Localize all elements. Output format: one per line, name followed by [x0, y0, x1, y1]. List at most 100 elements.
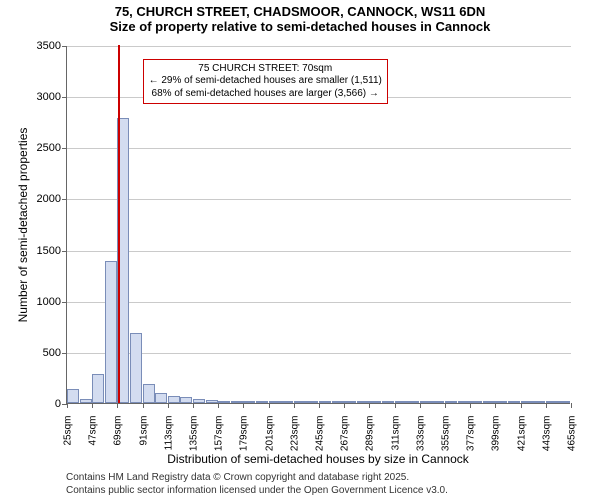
histogram-bar: [306, 401, 318, 403]
x-tick-mark: [319, 403, 320, 408]
histogram-bar: [155, 393, 167, 403]
grid-line-h: [67, 199, 571, 200]
histogram-bar: [256, 401, 268, 403]
histogram-bar: [143, 384, 155, 403]
x-tick-label: 157sqm: [212, 416, 225, 452]
y-tick-label: 1500: [37, 245, 67, 257]
histogram-bar: [483, 401, 495, 403]
x-tick-label: 201sqm: [262, 416, 275, 452]
x-tick-mark: [92, 403, 93, 408]
y-tick-label: 0: [55, 398, 67, 410]
histogram-bar: [382, 401, 394, 403]
annotation-line: 68% of semi-detached houses are larger (…: [149, 88, 382, 101]
x-tick-mark: [395, 403, 396, 408]
y-tick-label: 1000: [37, 296, 67, 308]
x-tick-mark: [269, 403, 270, 408]
histogram-bar: [168, 396, 180, 403]
histogram-bar: [92, 374, 104, 403]
x-tick-label: 377sqm: [464, 416, 477, 452]
x-tick-label: 443sqm: [539, 416, 552, 452]
histogram-bar: [105, 261, 117, 403]
y-tick-label: 500: [43, 347, 67, 359]
x-tick-mark: [143, 403, 144, 408]
x-tick-label: 135sqm: [187, 416, 200, 452]
x-tick-mark: [117, 403, 118, 408]
histogram-bar: [193, 399, 205, 403]
histogram-bar: [458, 401, 470, 403]
x-tick-label: 245sqm: [313, 416, 326, 452]
title-line-1: 75, CHURCH STREET, CHADSMOOR, CANNOCK, W…: [0, 4, 600, 19]
y-tick-label: 2500: [37, 142, 67, 154]
grid-line-h: [67, 302, 571, 303]
histogram-bar: [407, 401, 419, 403]
x-tick-mark: [369, 403, 370, 408]
x-tick-mark: [546, 403, 547, 408]
chart-container: 75, CHURCH STREET, CHADSMOOR, CANNOCK, W…: [0, 0, 600, 500]
x-tick-mark: [168, 403, 169, 408]
title-line-2: Size of property relative to semi-detach…: [0, 19, 600, 34]
histogram-bar: [243, 401, 255, 403]
x-tick-mark: [445, 403, 446, 408]
x-tick-label: 465sqm: [565, 416, 578, 452]
histogram-bar: [344, 401, 356, 403]
annotation-line: 75 CHURCH STREET: 70sqm: [149, 63, 382, 76]
y-tick-label: 3500: [37, 40, 67, 52]
credit-line-1: Contains HM Land Registry data © Crown c…: [66, 472, 448, 485]
x-tick-label: 91sqm: [136, 416, 149, 446]
x-tick-label: 267sqm: [338, 416, 351, 452]
histogram-bar: [432, 401, 444, 403]
histogram-bar: [294, 401, 306, 403]
histogram-bar: [495, 401, 507, 403]
histogram-bar: [80, 399, 92, 403]
histogram-bar: [180, 397, 192, 403]
annotation-line: ← 29% of semi-detached houses are smalle…: [149, 75, 382, 88]
x-tick-label: 421sqm: [514, 416, 527, 452]
histogram-bar: [546, 401, 558, 403]
y-tick-label: 3000: [37, 91, 67, 103]
histogram-bar: [395, 401, 407, 403]
x-tick-label: 113sqm: [161, 416, 174, 451]
histogram-bar: [533, 401, 545, 403]
x-tick-label: 311sqm: [388, 416, 401, 451]
x-tick-label: 355sqm: [439, 416, 452, 452]
y-tick-label: 2000: [37, 193, 67, 205]
histogram-bar: [369, 401, 381, 403]
histogram-bar: [67, 389, 79, 403]
y-axis-label: Number of semi-detached properties: [16, 128, 30, 323]
histogram-bar: [130, 333, 142, 403]
credit-line-2: Contains public sector information licen…: [66, 485, 448, 498]
x-tick-mark: [420, 403, 421, 408]
x-tick-mark: [344, 403, 345, 408]
histogram-bar: [319, 401, 331, 403]
histogram-bar: [508, 401, 520, 403]
grid-line-h: [67, 148, 571, 149]
x-tick-mark: [218, 403, 219, 408]
x-tick-label: 289sqm: [363, 416, 376, 452]
histogram-bar: [558, 401, 570, 403]
grid-line-h: [67, 353, 571, 354]
x-tick-label: 333sqm: [413, 416, 426, 452]
title-block: 75, CHURCH STREET, CHADSMOOR, CANNOCK, W…: [0, 4, 600, 34]
x-tick-label: 179sqm: [237, 416, 250, 452]
x-axis-label: Distribution of semi-detached houses by …: [66, 452, 570, 466]
histogram-bar: [332, 401, 344, 403]
histogram-bar: [357, 401, 369, 403]
histogram-bar: [281, 401, 293, 403]
grid-line-h: [67, 46, 571, 47]
x-tick-mark: [521, 403, 522, 408]
histogram-bar: [206, 400, 218, 403]
x-tick-label: 69sqm: [111, 416, 124, 446]
x-tick-mark: [470, 403, 471, 408]
histogram-bar: [231, 401, 243, 403]
x-tick-label: 25sqm: [61, 416, 74, 446]
x-tick-mark: [294, 403, 295, 408]
histogram-bar: [470, 401, 482, 403]
x-tick-label: 223sqm: [287, 416, 300, 452]
histogram-bar: [521, 401, 533, 403]
grid-line-h: [67, 251, 571, 252]
highlight-marker-line: [118, 45, 120, 403]
histogram-bar: [420, 401, 432, 403]
x-tick-label: 47sqm: [86, 416, 99, 446]
x-tick-mark: [243, 403, 244, 408]
x-tick-mark: [67, 403, 68, 408]
